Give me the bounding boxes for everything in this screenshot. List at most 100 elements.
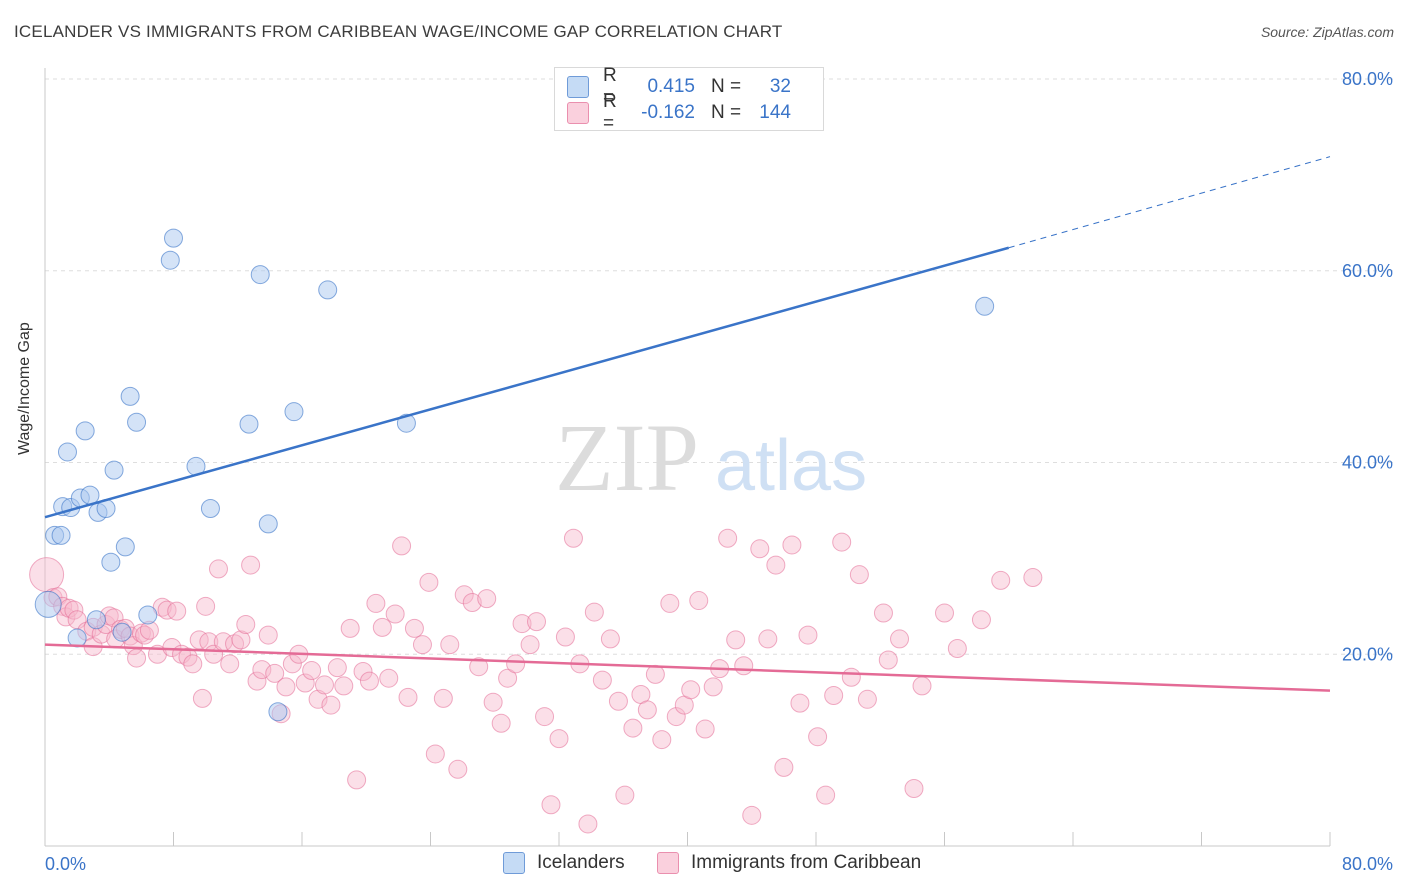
caribbean-point (127, 648, 147, 668)
caribbean-point (392, 536, 412, 556)
caribbean-point (347, 770, 367, 790)
caribbean-point (162, 638, 182, 658)
caribbean-point (750, 539, 770, 559)
caribbean-point (196, 596, 216, 616)
caribbean-point (483, 692, 503, 712)
caribbean-point (935, 603, 954, 623)
y-tick-label: 60.0% (1342, 261, 1393, 281)
icelander-point (318, 280, 338, 300)
watermark: ZIP atlas (555, 404, 867, 511)
caribbean-point (652, 730, 672, 750)
caribbean-point (167, 601, 187, 621)
caribbean-point (904, 778, 924, 798)
trend-lines (44, 156, 1331, 692)
icelander-point (396, 413, 416, 433)
caribbean-points (29, 528, 1043, 834)
caribbean-point (681, 680, 701, 700)
caribbean-point (774, 757, 794, 777)
caribbean-point (276, 677, 296, 697)
grid-lines (45, 78, 1393, 655)
caribbean-point (912, 676, 932, 696)
caribbean-point (302, 661, 322, 681)
series-legend: Icelanders Immigrants from Caribbean (0, 852, 1406, 878)
caribbean-point (231, 630, 251, 650)
icelander-point (34, 590, 62, 618)
caribbean-point (252, 660, 272, 680)
axes (44, 68, 1331, 847)
caribbean-point (308, 689, 328, 709)
caribbean-point (841, 667, 861, 687)
icelander-point (86, 610, 106, 630)
icelander-point (239, 414, 259, 434)
caribbean-point (666, 707, 686, 727)
icelander-point (75, 421, 95, 441)
legend-n-value: 144 (759, 102, 791, 123)
icelander-point (258, 514, 278, 534)
caribbean-point (192, 688, 212, 708)
caribbean-point (327, 658, 347, 678)
x-tick-label: 0.0% (45, 854, 86, 874)
caribbean-point (183, 654, 203, 674)
caribbean-point (703, 677, 723, 697)
icelander-point (250, 265, 270, 285)
caribbean-point (462, 592, 482, 612)
caribbean-point (157, 600, 177, 620)
caribbean-point (615, 785, 635, 805)
series-legend-caribbean[interactable]: Immigrants from Caribbean (657, 852, 921, 874)
caribbean-point (425, 744, 445, 764)
series-legend-icelanders[interactable]: Icelanders (503, 852, 625, 874)
icelander-trend-extension (1008, 156, 1331, 249)
legend-n-value: 32 (769, 76, 791, 97)
icelander-point (975, 296, 995, 316)
icelander-point (268, 702, 288, 722)
x-tick-label: 80.0% (1342, 854, 1393, 874)
caribbean-point (412, 635, 432, 655)
caribbean-point (734, 656, 754, 676)
stats-legend: R = 0.415 N = 32 R = -0.162 N = 144 (554, 65, 824, 134)
caribbean-point (295, 673, 315, 693)
caribbean-point (433, 688, 453, 708)
caribbean-point (498, 668, 518, 688)
icelander-point (200, 499, 220, 519)
icelander-point (57, 442, 77, 462)
icelander-point (51, 525, 71, 545)
legend-r-value: 0.415 (647, 76, 695, 97)
caribbean-point (366, 593, 386, 613)
caribbean-point (726, 630, 746, 650)
caribbean-point (258, 625, 278, 645)
caribbean-point (857, 689, 877, 709)
caribbean-point (549, 729, 569, 749)
legend-r-label: R = (603, 91, 617, 134)
caribbean-point (782, 535, 802, 555)
caribbean-point (189, 630, 209, 650)
legend-n-label: N = (711, 102, 742, 123)
caribbean-point (878, 650, 898, 670)
icelander-point (67, 628, 87, 648)
source-label: Source: ZipAtlas.com (1260, 24, 1394, 40)
caribbean-point (236, 615, 256, 635)
caribbean-point (265, 663, 285, 683)
caribbean-point (491, 713, 511, 733)
caribbean-point (385, 604, 405, 624)
legend-row-caribbean: R = -0.162 N = 144 (567, 91, 791, 134)
caribbean-point (718, 528, 738, 548)
legend-row-icelanders: R = 0.415 N = 32 (567, 65, 791, 108)
icelander-point (127, 412, 147, 432)
icelander-point (120, 386, 140, 406)
caribbean-point (282, 654, 302, 674)
caribbean-point (520, 635, 540, 655)
caribbean-point (353, 662, 373, 682)
caribbean-point (816, 785, 836, 805)
caribbean-point (798, 625, 818, 645)
caribbean-point (623, 718, 643, 738)
caribbean-point (506, 654, 526, 674)
legend-r-value: -0.162 (641, 102, 695, 123)
caribbean-point (334, 676, 354, 696)
caribbean-point (947, 638, 967, 658)
caribbean-point (241, 555, 261, 575)
caribbean-point (1023, 568, 1043, 588)
caribbean-trend-line (44, 643, 1331, 692)
caribbean-point (359, 671, 379, 691)
caribbean-point (578, 814, 598, 834)
